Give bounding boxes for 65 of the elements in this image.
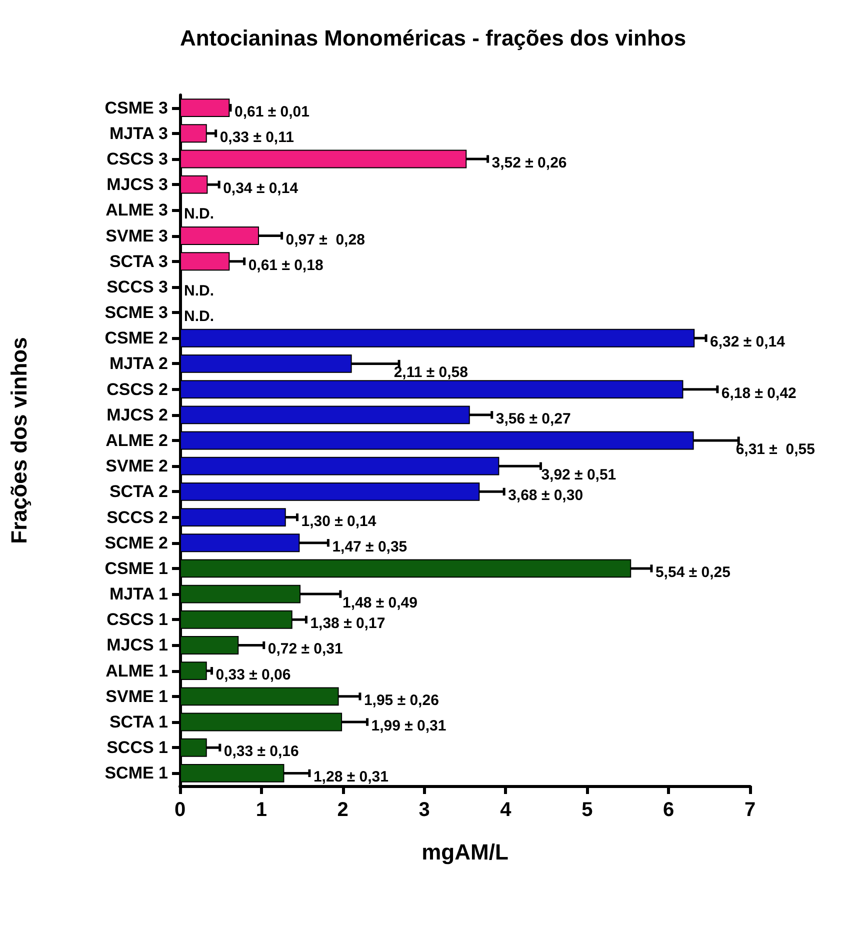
data-label: 0,61 ± 0,18 — [248, 256, 324, 274]
data-label: 0,34 ± 0,14 — [223, 180, 299, 198]
data-label: 1,38 ± 0,17 — [310, 615, 386, 632]
y-tick-label: SCME 2 — [104, 533, 168, 552]
chart-title: Antocianinas Monoméricas - frações dos vinhos — [180, 26, 686, 50]
data-label: 0,33 ± 0,06 — [216, 666, 291, 684]
y-tick-label: MJTA 3 — [109, 124, 168, 143]
data-label: 0,61 ± 0,01 — [234, 103, 310, 120]
text: N.D. — [184, 282, 214, 300]
x-tick-label: 6 — [663, 799, 674, 821]
y-tick-label: ALME 3 — [106, 200, 168, 220]
y-tick-label: CSME 1 — [104, 558, 168, 578]
y-tick-label: ALME 1 — [106, 661, 168, 680]
x-tick-label: 3 — [418, 799, 430, 821]
x-tick-label: 0 — [174, 799, 186, 821]
y-tick-label: MJTA 2 — [109, 354, 168, 374]
data-label: 3,52 ± 0,26 — [492, 154, 567, 172]
x-tick-label: 5 — [582, 799, 593, 821]
y-tick-label: SVME 3 — [106, 226, 168, 246]
data-label: 1,28 ± 0,31 — [313, 768, 388, 786]
y-tick-label: SCTA 1 — [109, 712, 168, 732]
y-tick-label: MJTA 1 — [109, 584, 168, 604]
data-label: 0,33 ± 0,16 — [224, 743, 299, 760]
y-tick-label: MJCS 2 — [106, 405, 168, 424]
y-tick-label: MJCS 3 — [106, 175, 168, 194]
data-label: 6,31 ± 0,55 — [736, 441, 815, 458]
x-tick-label: 2 — [337, 799, 348, 821]
y-tick-label: SVME 1 — [106, 686, 168, 706]
y-tick-label: MJCS 1 — [106, 636, 168, 655]
data-label: 1,30 ± 0,14 — [301, 512, 377, 530]
data-label: 6,18 ± 0,42 — [721, 384, 796, 402]
data-label: 3,68 ± 0,30 — [508, 487, 584, 504]
data-label: 1,47 ± 0,35 — [332, 538, 408, 556]
y-tick-label: SCCS 2 — [106, 508, 168, 527]
y-tick-label: ALME 2 — [106, 431, 168, 450]
data-label: 1,99 ± 0,31 — [371, 718, 446, 735]
data-label: 0,33 ± 0,11 — [220, 128, 294, 146]
data-label: 6,32 ± 0,14 — [710, 334, 786, 351]
x-tick-label: 4 — [500, 799, 512, 821]
data-label: 0,97 ± 0,28 — [286, 231, 365, 248]
y-tick-label: CSCS 2 — [106, 380, 168, 399]
y-tick-label: CSCS 1 — [106, 610, 168, 630]
data-label: 3,56 ± 0,27 — [496, 410, 571, 428]
y-tick-label: SCME 1 — [104, 764, 168, 783]
y-axis-title: Frações dos vinhos — [6, 337, 32, 544]
y-tick-label: CSCS 3 — [106, 149, 168, 168]
y-tick-label: SCME 3 — [104, 303, 168, 322]
y-tick-label: CSME 2 — [104, 328, 168, 348]
y-tick-label: SCCS 1 — [106, 738, 168, 758]
data-label: 1,48 ± 0,49 — [342, 594, 418, 612]
text: N.D. — [184, 308, 214, 326]
y-tick-label: SVME 2 — [106, 456, 168, 476]
data-label: 3,92 ± 0,51 — [541, 466, 616, 484]
x-axis-title: mgAM/L — [422, 840, 508, 864]
x-tick-label: 1 — [256, 799, 267, 821]
data-label: 2,11 ± 0,58 — [394, 364, 468, 382]
data-label: 0,72 ± 0,31 — [268, 640, 343, 658]
y-tick-label: SCTA 2 — [109, 482, 168, 502]
data-label: 5,54 ± 0,25 — [655, 564, 730, 581]
x-tick-label: 7 — [744, 799, 756, 821]
y-tick-label: SCTA 3 — [109, 252, 168, 271]
text: N.D. — [184, 206, 214, 223]
data-label: 1,95 ± 0,26 — [364, 692, 439, 709]
y-tick-label: SCCS 3 — [106, 277, 168, 296]
y-tick-label: CSME 3 — [104, 98, 168, 118]
